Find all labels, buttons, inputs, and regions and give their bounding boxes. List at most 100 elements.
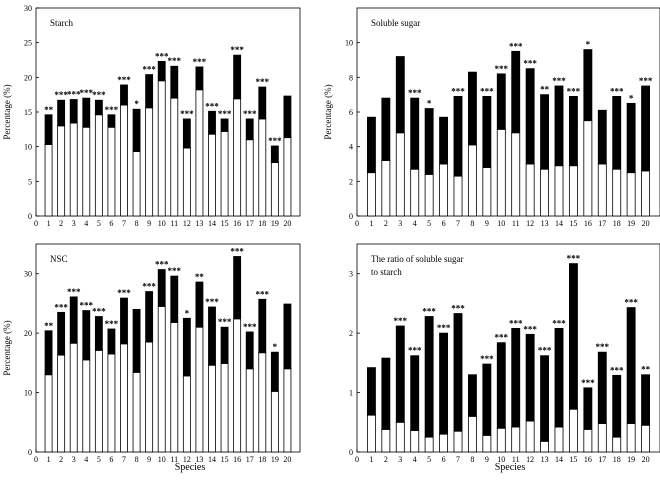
bar-lower xyxy=(626,423,636,453)
bar-lower xyxy=(410,430,420,453)
significance-label: * xyxy=(273,342,278,352)
y-axis-label: Percentage (%) xyxy=(323,84,333,139)
bar-lower xyxy=(57,354,66,453)
x-tick-label: 5 xyxy=(427,455,431,464)
x-tick-label: 15 xyxy=(569,219,577,228)
x-tick-label: 17 xyxy=(598,455,606,464)
x-tick-label: 9 xyxy=(485,455,489,464)
bar-upper xyxy=(410,97,420,170)
significance-label: *** xyxy=(92,307,106,317)
significance-label: *** xyxy=(480,86,494,96)
bar-lower xyxy=(511,426,521,453)
bar-lower xyxy=(612,436,622,453)
x-tick-label: 20 xyxy=(283,219,291,228)
panel-title: Soluble sugar xyxy=(371,18,420,28)
bar-lower xyxy=(233,98,242,217)
significance-label: *** xyxy=(230,45,244,55)
y-tick-label: 2 xyxy=(349,177,353,186)
x-tick-label: 5 xyxy=(97,455,101,464)
significance-label: *** xyxy=(394,316,408,326)
y-tick-label: 10 xyxy=(24,143,32,152)
x-tick-label: 11 xyxy=(512,455,520,464)
x-tick-label: 12 xyxy=(183,219,191,228)
bar-lower xyxy=(525,420,535,453)
x-tick-label: 20 xyxy=(283,455,291,464)
x-tick-label: 2 xyxy=(384,455,388,464)
bar-lower xyxy=(220,363,229,453)
significance-label: *** xyxy=(610,365,624,375)
bar-upper xyxy=(220,118,229,132)
significance-label: *** xyxy=(523,59,537,69)
bar-upper xyxy=(568,263,578,410)
x-tick-label: 7 xyxy=(456,455,460,464)
significance-label: *** xyxy=(567,86,581,96)
x-tick-label: 15 xyxy=(221,455,229,464)
x-tick-label: 10 xyxy=(497,455,505,464)
bar-upper xyxy=(410,355,420,432)
x-tick-label: 16 xyxy=(584,455,592,464)
significance-label: *** xyxy=(117,288,131,298)
significance-label: *** xyxy=(105,105,119,115)
significance-label: *** xyxy=(552,318,566,328)
bar-upper xyxy=(258,86,267,120)
bar-upper xyxy=(94,99,103,116)
bar-upper xyxy=(641,374,651,426)
bar-upper xyxy=(525,68,535,165)
significance-label: *** xyxy=(142,65,156,75)
bar-lower xyxy=(467,144,477,217)
significance-label: *** xyxy=(54,302,68,312)
bar-upper xyxy=(270,351,279,392)
x-tick-label: 17 xyxy=(246,455,254,464)
significance-label: ** xyxy=(540,85,550,95)
bar-lower xyxy=(157,80,166,217)
significance-label: ** xyxy=(44,105,54,115)
x-tick-label: 7 xyxy=(456,219,460,228)
y-tick-label: 4 xyxy=(349,143,353,152)
bar-upper xyxy=(540,94,550,170)
x-tick-label: 18 xyxy=(613,219,621,228)
bar-lower xyxy=(107,353,116,453)
bar-lower xyxy=(120,104,128,217)
bar-lower xyxy=(258,352,267,453)
bar-lower xyxy=(44,374,53,453)
bar-upper xyxy=(283,95,292,139)
x-tick-label: 9 xyxy=(485,219,489,228)
bar-upper xyxy=(157,60,166,82)
y-tick-label: 1 xyxy=(349,389,353,398)
significance-label: *** xyxy=(105,319,119,329)
bar-lower xyxy=(233,318,242,453)
x-tick-label: 3 xyxy=(72,219,76,228)
axes-frame xyxy=(35,243,301,453)
significance-label: *** xyxy=(509,318,523,328)
bar-upper xyxy=(233,256,242,320)
bar-lower xyxy=(82,359,91,453)
y-tick-label: 20 xyxy=(24,329,32,338)
bar-upper xyxy=(69,296,78,344)
x-tick-label: 1 xyxy=(47,455,51,464)
x-tick-label: 19 xyxy=(271,455,279,464)
bar-upper xyxy=(511,50,521,134)
x-tick-label: 5 xyxy=(97,219,101,228)
significance-label: *** xyxy=(168,56,182,66)
x-tick-label: 10 xyxy=(497,219,505,228)
y-tick-label: 8 xyxy=(349,73,353,82)
significance-label: *** xyxy=(205,101,219,111)
bar-lower xyxy=(57,125,66,217)
bar-lower xyxy=(283,137,292,217)
panel-title: The ratio of soluble sugar xyxy=(371,254,463,264)
x-tick-label: 17 xyxy=(598,219,606,228)
significance-label: *** xyxy=(218,109,232,119)
y-tick-label: 0 xyxy=(349,448,353,457)
x-tick-label: 6 xyxy=(109,455,113,464)
x-tick-label: 14 xyxy=(208,455,216,464)
significance-label: *** xyxy=(581,378,595,388)
bar-lower xyxy=(641,170,651,217)
significance-label: *** xyxy=(624,298,638,308)
significance-label: *** xyxy=(54,90,68,100)
x-tick-label: 2 xyxy=(384,219,388,228)
bar-upper xyxy=(182,118,191,149)
significance-label: *** xyxy=(193,57,207,67)
significance-label: * xyxy=(629,93,634,103)
significance-label: ** xyxy=(44,321,54,331)
bar-upper xyxy=(44,114,53,145)
